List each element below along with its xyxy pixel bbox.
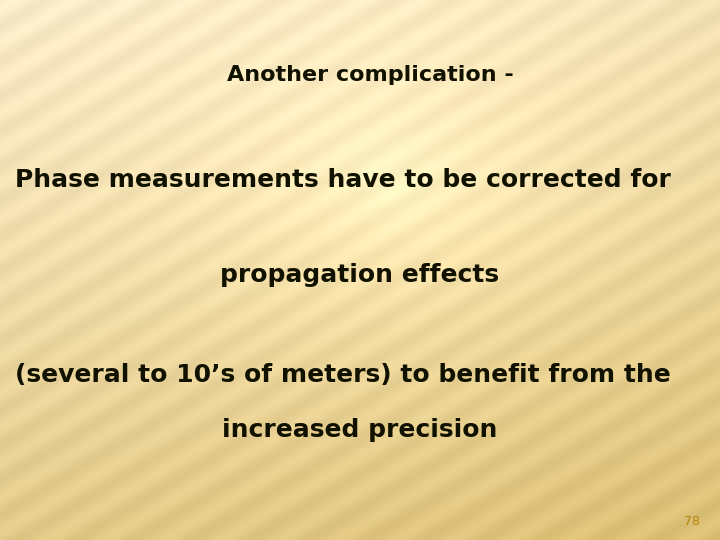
Text: Another complication -: Another complication - [227,65,513,85]
Text: propagation effects: propagation effects [220,263,500,287]
Text: 78: 78 [684,515,700,528]
Text: increased precision: increased precision [222,418,498,442]
Text: (several to 10’s of meters) to benefit from the: (several to 10’s of meters) to benefit f… [15,363,671,387]
Text: Phase measurements have to be corrected for: Phase measurements have to be corrected … [15,168,671,192]
